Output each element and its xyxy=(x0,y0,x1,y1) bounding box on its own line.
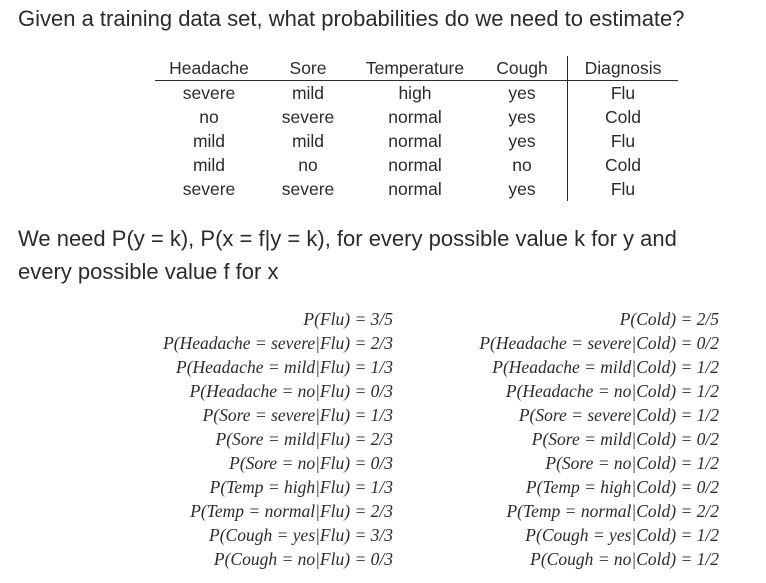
probability-line: P(Headache = severe|Cold) = 0/2 xyxy=(479,333,719,353)
probability-line: P(Headache = mild|Cold) = 1/2 xyxy=(492,357,719,377)
table-row: mild no normal no Cold xyxy=(155,153,678,177)
probability-line: P(Temp = normal|Flu) = 2/3 xyxy=(190,501,393,521)
probability-line: P(Sore = mild|Cold) = 0/2 xyxy=(531,429,719,449)
training-data-table: Headache Sore Temperature Cough Diagnosi… xyxy=(155,56,678,201)
table-cell: Flu xyxy=(567,129,678,153)
statement-line-1: We need P(y = k), P(x = f|y = k), for ev… xyxy=(18,226,677,251)
table-cell: yes xyxy=(508,107,536,127)
table-row: severe severe normal yes Flu xyxy=(155,177,678,201)
probability-line: P(Sore = severe|Cold) = 1/2 xyxy=(518,405,719,425)
probability-line: P(Cough = no|Cold) = 1/2 xyxy=(530,549,719,569)
table-cell: severe xyxy=(182,179,236,199)
table-cell: Flu xyxy=(567,177,678,201)
table-cell: Cold xyxy=(567,105,678,129)
table-cell: normal xyxy=(388,179,442,199)
table-row: mild mild normal yes Flu xyxy=(155,129,678,153)
probability-line: P(Sore = mild|Flu) = 2/3 xyxy=(215,429,393,449)
table-row: severe mild high yes Flu xyxy=(155,80,678,105)
header-temperature: Temperature xyxy=(353,56,477,81)
probability-line: P(Flu) = 3/5 xyxy=(303,309,393,329)
probability-line: P(Headache = severe|Flu) = 2/3 xyxy=(163,333,393,353)
table-cell: severe xyxy=(281,107,335,127)
table-cell: severe xyxy=(281,179,335,199)
table-cell: normal xyxy=(388,107,442,127)
probability-line: P(Sore = severe|Flu) = 1/3 xyxy=(202,405,393,425)
table-cell: no xyxy=(298,155,318,175)
probability-line: P(Sore = no|Cold) = 1/2 xyxy=(545,453,719,473)
table-cell: high xyxy=(398,83,432,103)
statement-line-2: every possible value f for x xyxy=(18,259,279,284)
table-cell: mild xyxy=(192,131,226,151)
requirement-statement: We need P(y = k), P(x = f|y = k), for ev… xyxy=(18,222,763,288)
table-cell: Cold xyxy=(567,153,678,177)
table-cell: severe xyxy=(182,83,236,103)
table-cell: Flu xyxy=(567,80,678,105)
table-cell: normal xyxy=(388,155,442,175)
flu-probabilities: P(Flu) = 3/5 P(Headache = severe|Flu) = … xyxy=(163,307,393,571)
header-sore: Sore xyxy=(263,56,353,81)
table-cell: mild xyxy=(291,83,325,103)
probability-line: P(Cold) = 2/5 xyxy=(619,309,719,329)
table-cell: yes xyxy=(508,179,536,199)
table-cell: yes xyxy=(508,131,536,151)
table-cell: no xyxy=(512,155,532,175)
table-cell: mild xyxy=(192,155,226,175)
probability-line: P(Headache = mild|Flu) = 1/3 xyxy=(176,357,393,377)
probability-line: P(Cough = yes|Cold) = 1/2 xyxy=(525,525,719,545)
probability-line: P(Sore = no|Flu) = 0/3 xyxy=(229,453,393,473)
cold-probabilities: P(Cold) = 2/5 P(Headache = severe|Cold) … xyxy=(479,307,719,571)
header-diagnosis: Diagnosis xyxy=(567,56,678,81)
table-cell: yes xyxy=(508,83,536,103)
header-cough: Cough xyxy=(477,56,568,81)
probability-line: P(Headache = no|Flu) = 0/3 xyxy=(189,381,393,401)
header-headache: Headache xyxy=(155,56,263,81)
table-cell: mild xyxy=(291,131,325,151)
probability-line: P(Temp = normal|Cold) = 2/2 xyxy=(506,501,719,521)
probability-line: P(Temp = high|Cold) = 0/2 xyxy=(525,477,719,497)
table-row: no severe normal yes Cold xyxy=(155,105,678,129)
table-cell: no xyxy=(199,107,219,127)
page-title: Given a training data set, what probabil… xyxy=(18,6,685,31)
probability-line: P(Temp = high|Flu) = 1/3 xyxy=(209,477,393,497)
table-header-row: Headache Sore Temperature Cough Diagnosi… xyxy=(155,56,678,81)
probability-line: P(Cough = yes|Flu) = 3/3 xyxy=(209,525,393,545)
probability-line: P(Headache = no|Cold) = 1/2 xyxy=(505,381,719,401)
table-cell: normal xyxy=(388,131,442,151)
probability-line: P(Cough = no|Flu) = 0/3 xyxy=(213,549,393,569)
